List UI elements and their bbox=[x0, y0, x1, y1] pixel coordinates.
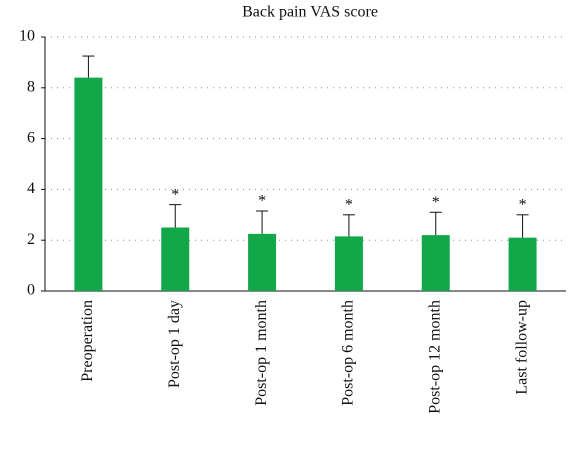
y-tick-label: 6 bbox=[27, 129, 35, 146]
annotation: * bbox=[171, 186, 179, 203]
bar bbox=[334, 236, 363, 291]
annotation: * bbox=[432, 194, 440, 211]
y-tick-label: 8 bbox=[27, 78, 35, 95]
bar bbox=[508, 237, 537, 291]
y-tick-label: 10 bbox=[19, 28, 35, 45]
y-tick-label: 2 bbox=[27, 231, 35, 248]
x-tick-label: Preoperation bbox=[79, 300, 96, 382]
bar bbox=[161, 227, 190, 291]
x-tick-label: Last follow-up bbox=[513, 300, 530, 395]
x-tick-label: Post-op 12 month bbox=[426, 300, 443, 414]
bar bbox=[74, 77, 103, 291]
x-tick-label: Post-op 1 month bbox=[253, 300, 270, 406]
annotation: * bbox=[519, 196, 527, 213]
y-tick-label: 4 bbox=[27, 180, 35, 197]
x-tick-label: Post-op 1 day bbox=[166, 300, 183, 388]
annotation: * bbox=[345, 196, 353, 213]
annotation: * bbox=[258, 193, 266, 210]
chart-title: Back pain VAS score bbox=[242, 4, 378, 21]
y-tick-label: 0 bbox=[27, 282, 35, 299]
bar bbox=[421, 235, 450, 291]
x-tick-label: Post-op 6 month bbox=[340, 300, 357, 406]
bar bbox=[248, 233, 277, 291]
